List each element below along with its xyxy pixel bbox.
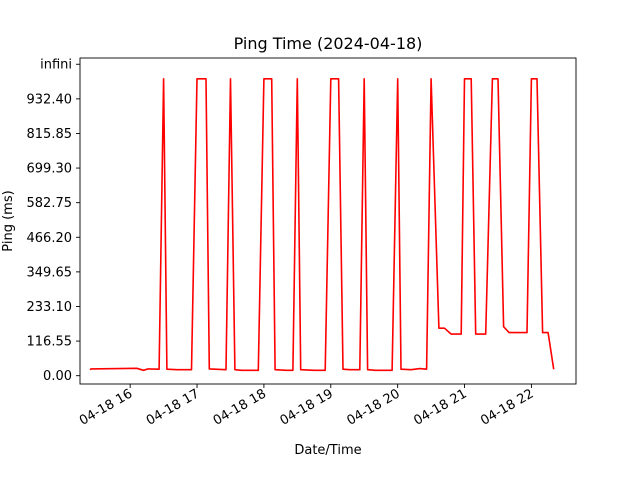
y-tick-label: 699.30 [27, 162, 73, 177]
y-tick-label: 0.00 [43, 369, 72, 384]
y-tick-label: 233.10 [27, 300, 73, 315]
y-tick-label: 349.65 [27, 265, 73, 280]
chart-title: Ping Time (2024-04-18) [234, 34, 423, 53]
y-axis-label: Ping (ms) [1, 190, 16, 251]
axes-frame [79, 57, 577, 385]
y-tick-label: 582.75 [27, 196, 73, 211]
y-tick-label: 116.55 [27, 335, 73, 350]
y-tick-label: 815.85 [27, 127, 73, 142]
series-line-0 [89, 78, 555, 372]
y-tick-label: 932.40 [27, 92, 73, 107]
plot-area [89, 78, 555, 372]
x-axis-label: Date/Time [294, 443, 361, 458]
y-tick-label: infini [40, 58, 72, 73]
y-tick-label: 466.20 [27, 231, 73, 246]
